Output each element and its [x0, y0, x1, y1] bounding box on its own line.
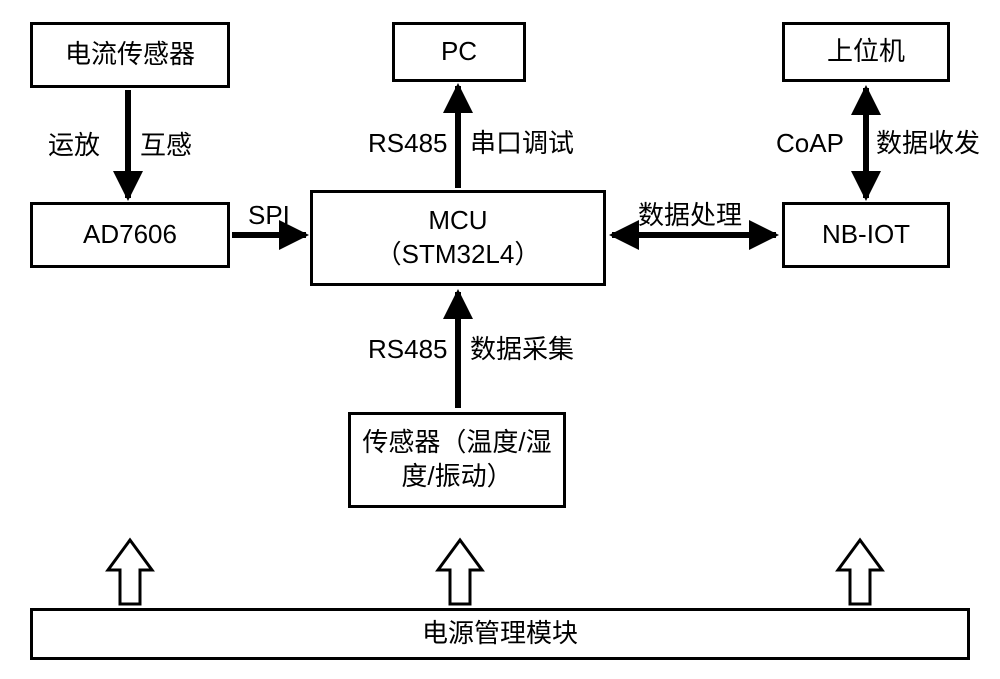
- hollow-arrow-right: [838, 540, 882, 604]
- edge-label-data-acq: 数据采集: [470, 334, 574, 365]
- node-label-line2: 度/振动）: [362, 460, 551, 494]
- node-label-line1: 传感器（温度/湿: [362, 426, 551, 460]
- node-host: 上位机: [782, 22, 950, 82]
- hollow-arrow-left: [108, 540, 152, 604]
- node-label: PC: [441, 35, 477, 69]
- system-block-diagram: 电流传感器 AD7606 PC MCU （STM32L4） 上位机 NB-IOT…: [0, 0, 1000, 679]
- edge-label-serial-debug: 串口调试: [470, 128, 574, 159]
- node-ad7606: AD7606: [30, 202, 230, 268]
- node-label: 电流传感器: [65, 38, 195, 72]
- edge-label-data-proc: 数据处理: [638, 200, 742, 231]
- node-label-wrap: 传感器（温度/湿 度/振动）: [362, 426, 551, 494]
- node-label: AD7606: [83, 218, 177, 252]
- edge-label-rs485-bottom: RS485: [368, 334, 448, 365]
- node-nbiot: NB-IOT: [782, 202, 950, 268]
- node-label-line2: （STM32L4）: [376, 238, 541, 272]
- edge-label-coap: CoAP: [776, 128, 844, 159]
- edge-label-spi: SPI: [248, 200, 290, 231]
- node-mcu: MCU （STM32L4）: [310, 190, 606, 286]
- node-power: 电源管理模块: [30, 608, 970, 660]
- hollow-arrow-center: [438, 540, 482, 604]
- node-sensor: 传感器（温度/湿 度/振动）: [348, 412, 566, 508]
- node-label: 上位机: [827, 35, 905, 69]
- node-label-line1: MCU: [376, 204, 541, 238]
- node-label: NB-IOT: [822, 218, 910, 252]
- edge-label-induction: 互感: [140, 130, 192, 161]
- node-label: 电源管理模块: [422, 617, 578, 651]
- node-pc: PC: [392, 22, 526, 82]
- node-current-sensor: 电流传感器: [30, 22, 230, 88]
- node-label-wrap: MCU （STM32L4）: [376, 204, 541, 272]
- edge-label-opamp: 运放: [48, 130, 100, 161]
- edge-label-rs485-top: RS485: [368, 128, 448, 159]
- edge-label-data-txrx: 数据收发: [876, 128, 980, 159]
